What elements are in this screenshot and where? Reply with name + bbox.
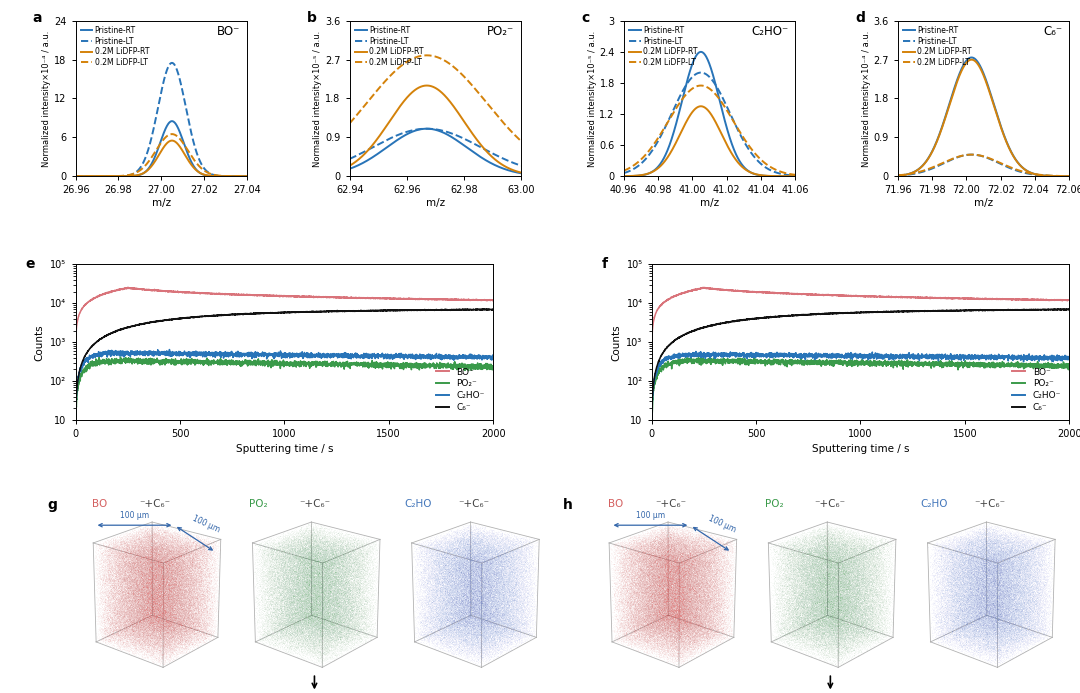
Text: c: c	[581, 12, 590, 26]
Text: ⁻+C₆⁻: ⁻+C₆⁻	[139, 499, 171, 509]
Y-axis label: Counts: Counts	[611, 324, 621, 360]
Text: e: e	[26, 256, 35, 271]
Text: 100 μm: 100 μm	[707, 514, 738, 535]
Legend: Pristine-RT, Pristine-LT, 0.2M LiDFP-RT, 0.2M LiDFP-LT: Pristine-RT, Pristine-LT, 0.2M LiDFP-RT,…	[80, 25, 151, 68]
Y-axis label: Normalized intensity×10⁻⁴ / a.u.: Normalized intensity×10⁻⁴ / a.u.	[42, 30, 52, 167]
Text: PO₂: PO₂	[766, 499, 784, 509]
Text: C₂HO: C₂HO	[404, 499, 432, 509]
X-axis label: m/z: m/z	[426, 198, 445, 208]
Text: PO₂⁻: PO₂⁻	[487, 26, 514, 38]
Text: ⁻+C₆⁻: ⁻+C₆⁻	[814, 499, 846, 509]
X-axis label: Sputtering time / s: Sputtering time / s	[235, 444, 333, 455]
Text: h: h	[563, 498, 572, 512]
Text: C₆⁻: C₆⁻	[1043, 26, 1063, 38]
X-axis label: m/z: m/z	[151, 198, 171, 208]
Text: ⁻+C₆⁻: ⁻+C₆⁻	[974, 499, 1005, 509]
Text: PO₂: PO₂	[249, 499, 268, 509]
Legend: Pristine-RT, Pristine-LT, 0.2M LiDFP-RT, 0.2M LiDFP-LT: Pristine-RT, Pristine-LT, 0.2M LiDFP-RT,…	[902, 25, 973, 68]
Y-axis label: Normalized intensity×10⁻⁴ / a.u.: Normalized intensity×10⁻⁴ / a.u.	[862, 30, 870, 167]
Y-axis label: Normalized intensity×10⁻⁵ / a.u.: Normalized intensity×10⁻⁵ / a.u.	[313, 30, 323, 166]
Legend: BO⁻, PO₂⁻, C₂HO⁻, C₆⁻: BO⁻, PO₂⁻, C₂HO⁻, C₆⁻	[1009, 364, 1065, 415]
X-axis label: m/z: m/z	[974, 198, 994, 208]
Text: C₂HO: C₂HO	[920, 499, 947, 509]
Text: 100 μm: 100 μm	[191, 514, 221, 535]
Y-axis label: Counts: Counts	[35, 324, 44, 360]
Text: f: f	[602, 256, 608, 271]
Text: ⁻+C₆⁻: ⁻+C₆⁻	[458, 499, 489, 509]
Text: BO⁻: BO⁻	[217, 26, 240, 38]
Text: g: g	[46, 498, 57, 512]
Text: BO: BO	[608, 499, 623, 509]
Text: 100 μm: 100 μm	[636, 511, 665, 520]
X-axis label: m/z: m/z	[700, 198, 719, 208]
Legend: Pristine-RT, Pristine-LT, 0.2M LiDFP-RT, 0.2M LiDFP-LT: Pristine-RT, Pristine-LT, 0.2M LiDFP-RT,…	[353, 25, 424, 68]
X-axis label: Sputtering time / s: Sputtering time / s	[812, 444, 909, 455]
Text: d: d	[855, 12, 865, 26]
Text: a: a	[32, 12, 42, 26]
Text: b: b	[307, 12, 316, 26]
Legend: Pristine-RT, Pristine-LT, 0.2M LiDFP-RT, 0.2M LiDFP-LT: Pristine-RT, Pristine-LT, 0.2M LiDFP-RT,…	[627, 25, 699, 68]
Legend: BO⁻, PO₂⁻, C₂HO⁻, C₆⁻: BO⁻, PO₂⁻, C₂HO⁻, C₆⁻	[432, 364, 488, 415]
Y-axis label: Normalized intensity×10⁻⁵ / a.u.: Normalized intensity×10⁻⁵ / a.u.	[588, 30, 596, 166]
Text: 100 μm: 100 μm	[120, 511, 149, 520]
Text: BO: BO	[92, 499, 107, 509]
Text: ⁻+C₆⁻: ⁻+C₆⁻	[299, 499, 330, 509]
Text: ⁻+C₆⁻: ⁻+C₆⁻	[656, 499, 687, 509]
Text: C₂HO⁻: C₂HO⁻	[751, 26, 788, 38]
